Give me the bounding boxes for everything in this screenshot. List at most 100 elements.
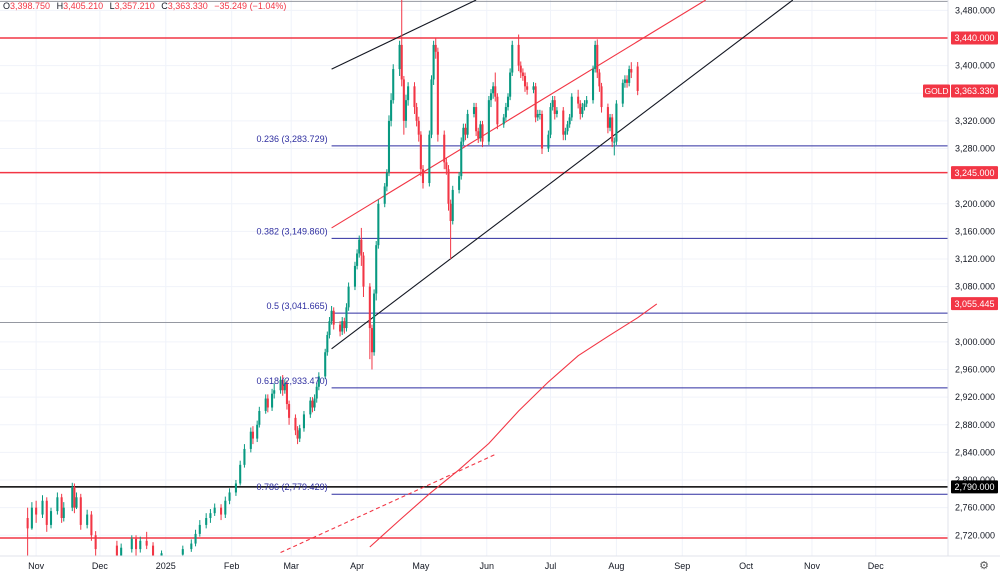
candle [421,165,425,189]
candle [86,509,89,529]
candle [345,303,348,332]
candle [190,539,193,552]
candle [466,109,469,139]
candle-body [326,334,329,353]
candle-body [536,113,539,118]
candle-body [115,545,118,556]
x-tick-label: Dec [868,561,885,571]
candle-body [264,398,267,411]
candle-body [623,79,626,83]
candle [611,113,614,148]
close-key: C [161,1,168,11]
candle [294,414,297,436]
candle-body [134,538,138,550]
candle [594,40,597,73]
candle [519,61,522,79]
candle [479,120,482,142]
candle-body [445,162,448,170]
candle-body [517,44,520,66]
candle-body [385,172,388,187]
candle-body [139,540,142,550]
candle-body [628,69,631,83]
candle [94,531,97,556]
candle [264,394,267,414]
candle [360,227,363,266]
candle-body [283,383,286,391]
price-tag: 3,245.000 [951,166,998,180]
candle-body [26,518,29,529]
candle [73,483,76,514]
candle [400,0,403,87]
x-tick-label: Mar [283,561,299,571]
candle-body [494,86,497,97]
x-tick-label: Nov [28,561,45,571]
candle-body [404,100,408,121]
candle [347,282,350,311]
candle [462,123,465,146]
candle-body [343,321,346,329]
x-tick-label: Nov [804,561,821,571]
candle [517,34,520,72]
moving-average-line [369,303,658,548]
y-tick-label: 2,760.000 [955,503,995,513]
candle-body [256,424,259,439]
candle [368,283,371,360]
low-key: L [109,1,115,11]
candle-body [285,383,288,405]
candle [343,317,346,334]
candle [279,376,282,394]
candle [502,113,505,128]
candle-body [443,134,446,163]
candle [472,102,476,118]
candle-body [611,117,614,142]
candle-body [339,324,342,332]
candle-body [328,321,331,335]
candle-body [205,518,208,525]
candle [553,96,556,120]
candle-body [481,124,484,142]
candle-body [489,93,493,101]
trendline [331,0,706,229]
candle-body [86,514,89,525]
candle-body [311,400,314,408]
candle [447,165,450,211]
candle [296,426,299,445]
candle-body [451,189,454,222]
candle [353,261,357,291]
y-tick-label: 3,080.000 [955,282,995,292]
candle-body [298,428,301,439]
candle-body [324,352,327,377]
candle-body [294,417,297,431]
candle [75,492,78,510]
candle-body [377,203,380,246]
candle-body [551,100,554,108]
candle [332,307,335,330]
candle [581,102,584,118]
candle [506,93,510,111]
y-tick-label: 2,840.000 [955,447,995,457]
candle-body [564,131,567,135]
trendline [331,0,477,70]
candle-body [532,86,535,90]
candle [256,420,259,443]
candle [145,531,148,550]
candle [521,68,524,81]
candle [383,183,386,208]
candle-body [432,44,435,80]
candle [489,89,493,108]
candle [570,93,573,121]
candle [56,492,59,515]
candle-body [577,96,580,104]
candle [404,94,408,128]
open-value: 3,398.750 [10,1,51,11]
candle [370,324,374,370]
settings-gear-icon[interactable]: ⚙ [979,560,989,572]
candle [625,75,629,88]
candle-body [239,464,242,484]
candle-body [447,169,450,204]
candle-body [625,79,629,83]
candle [504,102,507,121]
candle-body [279,379,282,391]
